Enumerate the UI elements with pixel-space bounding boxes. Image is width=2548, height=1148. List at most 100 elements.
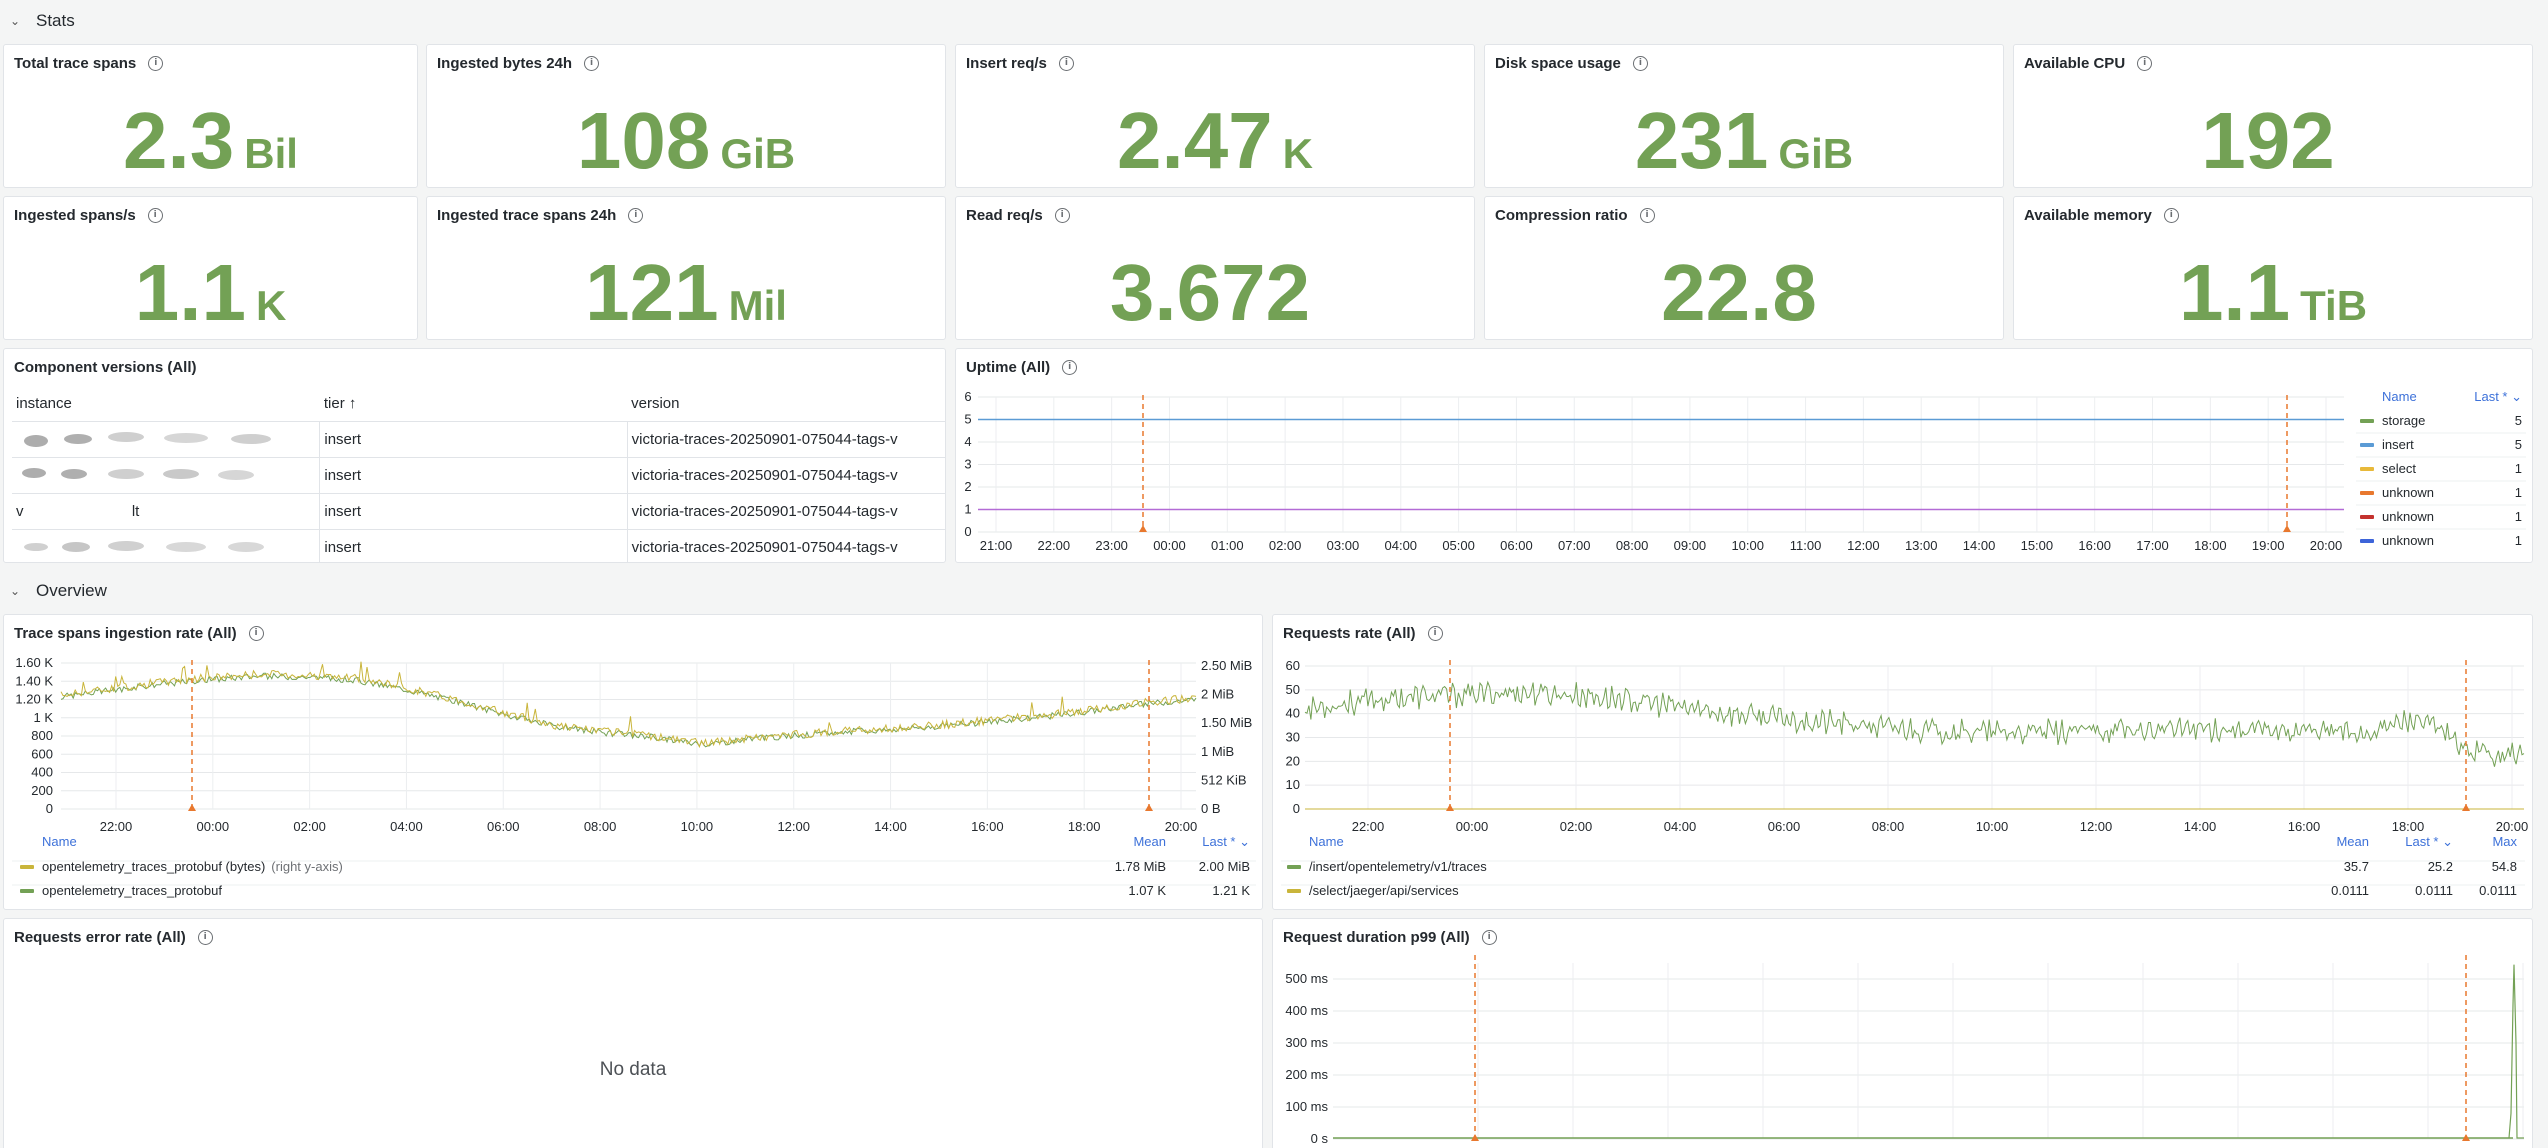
info-icon[interactable]: i (1058, 56, 1074, 71)
x-tick-label: 01:00 (1211, 538, 1244, 553)
requests-error-rate-panel[interactable]: Requests error rate (All) i No data (3, 918, 1263, 1148)
stat-value: 22.8 (1661, 248, 1817, 337)
legend-series-name: unknown (2382, 533, 2434, 548)
info-icon[interactable]: i (248, 626, 264, 641)
stat-value: 3.672 (1109, 248, 1311, 337)
y-tick-label: 0 s (1311, 1131, 1329, 1146)
uptime-panel[interactable]: Uptime (All) i 6 5 4 3 2 1 0 21:00 22:00 23:00 00:0… (955, 348, 2533, 563)
info-icon[interactable]: i (1639, 208, 1655, 223)
x-tick-label: 14:00 (2184, 819, 2217, 834)
y-tick-label: 2 (964, 479, 971, 494)
y-tick-label: 400 ms (1285, 1003, 1328, 1018)
y-left-tick-label: 0 (46, 801, 53, 816)
stat-panel-available-memory[interactable]: Available memory i 1.1 TiB (2013, 196, 2533, 340)
annotation-marker (188, 804, 196, 811)
row-title: Stats (36, 11, 75, 30)
panel-title: Disk space usage (1495, 55, 1621, 72)
info-icon[interactable]: i (1632, 56, 1648, 71)
legend-swatch (1287, 889, 1301, 893)
y-left-tick-label: 1.20 K (15, 692, 53, 707)
stat-panel-disk-space-usage[interactable]: Disk space usage i 231 GiB (1484, 44, 2004, 188)
legend-swatch (2360, 539, 2374, 543)
annotation-marker (1145, 804, 1153, 811)
x-tick-label: 04:00 (390, 819, 423, 834)
legend-series-last: 1 (2515, 461, 2522, 476)
legend-series-name: opentelemetry_traces_protobuf (42, 883, 222, 898)
y-tick-label: 100 ms (1285, 1099, 1328, 1114)
uptime-chart[interactable]: 6 5 4 3 2 1 0 21:00 22:00 23:00 00:00 01:00 02:00 03:… (956, 349, 2533, 563)
stat-panel-ingested-bytes-24h[interactable]: Ingested bytes 24h i 108 GiB (426, 44, 946, 188)
panel-title: Available memory (2024, 207, 2152, 224)
column-header-version[interactable]: version (627, 387, 945, 422)
x-tick-label: 08:00 (1872, 819, 1905, 834)
ingestion-rate-panel[interactable]: Trace spans ingestion rate (All) i 1.60 K… (3, 614, 1263, 910)
request-duration-panel[interactable]: Request duration p99 (All) i 500 ms 400 ms… (1272, 918, 2533, 1148)
info-icon[interactable]: i (1054, 208, 1070, 223)
stat-value: 2.3 Bil (123, 96, 298, 185)
ingestion-rate-chart[interactable]: 1.60 K 1.40 K 1.20 K 1 K 800 600 400 200 0 2.50 M… (4, 615, 1263, 910)
y-right-tick-label: 512 KiB (1201, 772, 1247, 787)
info-icon[interactable]: i (2137, 56, 2153, 71)
panel-title: Requests rate (All) (1283, 625, 1416, 642)
requests-rate-chart[interactable]: 60 50 40 30 20 10 0 22:00 00:00 02:00 04:00 06:00 08… (1273, 615, 2533, 910)
x-tick-label: 02:00 (1560, 819, 1593, 834)
x-tick-label: 06:00 (1500, 538, 1533, 553)
legend-series-last: 0.0111 (2415, 883, 2453, 898)
row-stats-header[interactable]: ⌄ Stats (0, 3, 75, 39)
x-tick-label: 04:00 (1385, 538, 1418, 553)
stat-panel-compression-ratio[interactable]: Compression ratio i 22.8 (1484, 196, 2004, 340)
info-icon[interactable]: i (628, 208, 644, 223)
x-tick-label: 16:00 (971, 819, 1004, 834)
stat-panel-ingested-spans[interactable]: Ingested spans/s i 1.1 K (3, 196, 418, 340)
stat-panel-insert-reqs[interactable]: Insert req/s i 2.47 K (955, 44, 1475, 188)
component-versions-panel[interactable]: Component versions (All) instance tier ↑… (3, 348, 946, 563)
stat-panel-total-trace-spans[interactable]: Total trace spans i 2.3 Bil (3, 44, 418, 188)
legend-header-mean: Mean (1133, 834, 1166, 849)
stat-panel-ingested-trace-spans-24h[interactable]: Ingested trace spans 24h i 121 Mil (426, 196, 946, 340)
redacted-blur (24, 541, 264, 552)
version-cell: victoria-traces-20250901-075044-tags-v (626, 421, 945, 458)
requests-rate-panel[interactable]: Requests rate (All) i 60 50 40 30 20 10 0 22:00 0… (1272, 614, 2533, 910)
series-line (1304, 680, 2525, 767)
column-header-tier[interactable]: tier ↑ (319, 387, 628, 422)
info-icon[interactable]: i (148, 56, 164, 71)
panel-title: Component versions (All) (14, 359, 197, 376)
panel-title: Available CPU (2024, 55, 2126, 72)
y-tick-label: 30 (1286, 730, 1300, 745)
info-icon[interactable]: i (2163, 208, 2179, 223)
column-header-instance[interactable]: instance (12, 387, 320, 422)
info-icon[interactable]: i (584, 56, 600, 71)
row-title: Overview (36, 581, 107, 600)
legend-header-name: Name (42, 834, 77, 849)
instance-cell (12, 529, 320, 562)
legend-swatch (20, 889, 34, 893)
stat-value: 108 GiB (576, 96, 796, 185)
x-tick-label: 19:00 (2252, 538, 2285, 553)
table-row: v lt insert victoria-traces-20250901-075… (12, 493, 945, 530)
legend-series-note: (right y-axis) (271, 859, 343, 874)
info-icon[interactable]: i (1427, 626, 1443, 641)
info-icon[interactable]: i (1062, 360, 1078, 375)
row-overview-header[interactable]: ⌄ Overview (0, 573, 107, 609)
info-icon[interactable]: i (197, 930, 213, 945)
legend-series-name: select (2382, 461, 2416, 476)
version-cell: victoria-traces-20250901-075044-tags-v (626, 493, 945, 530)
y-tick-label: 6 (964, 389, 971, 404)
stat-panel-read-reqs[interactable]: Read req/s i 3.672 (955, 196, 1475, 340)
panel-title: Uptime (All) (966, 359, 1051, 376)
y-tick-label: 0 (964, 524, 971, 539)
stat-value: 1.1 K (134, 248, 287, 337)
y-tick-label: 40 (1286, 706, 1300, 721)
request-duration-chart[interactable]: 500 ms 400 ms 300 ms 200 ms 100 ms 0 s (1273, 919, 2533, 1148)
instance-cell (12, 421, 320, 458)
legend-swatch (2360, 419, 2374, 423)
panel-title: Trace spans ingestion rate (All) (14, 625, 237, 642)
stat-panel-available-cpu[interactable]: Available CPU i 192 (2013, 44, 2533, 188)
legend-header-name: Name (2382, 389, 2417, 404)
stat-value: 2.47 K (1116, 96, 1314, 185)
x-tick-label: 10:00 (681, 819, 714, 834)
info-icon[interactable]: i (1481, 930, 1497, 945)
y-tick-label: 5 (964, 412, 971, 427)
no-data-message: No data (599, 1059, 667, 1080)
info-icon[interactable]: i (147, 208, 163, 223)
